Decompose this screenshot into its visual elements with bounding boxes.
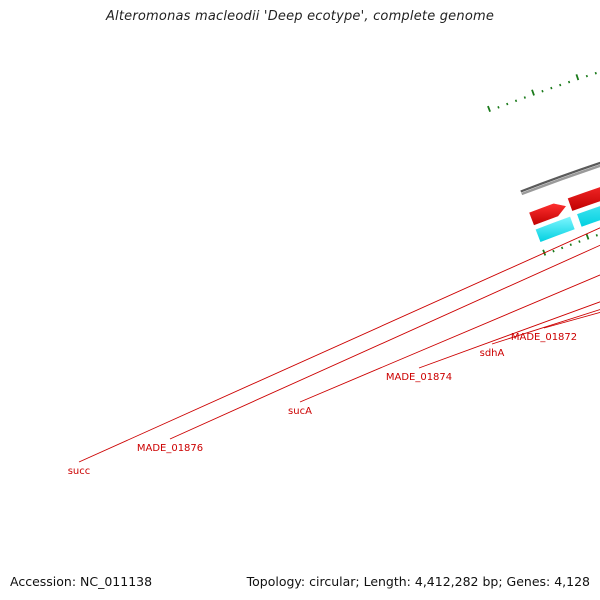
backbone-arc-inner — [521, 164, 600, 196]
genome-backbone — [520, 161, 600, 196]
minor-tick — [523, 96, 526, 99]
reverse-feature-block — [576, 205, 600, 228]
feature-tracks — [528, 186, 600, 243]
gene-label: sdhA — [480, 348, 505, 359]
minor-tick — [595, 234, 598, 237]
minor-tick — [561, 246, 564, 250]
gene-label-group: succ MADE_01876 sucA MADE_01874 sdhA MADE_018… — [68, 227, 600, 477]
outer-tick-ring — [487, 71, 597, 113]
major-tick — [487, 105, 491, 113]
accession-text: Accession: NC_011138 — [10, 574, 153, 589]
minor-tick — [552, 249, 555, 253]
minor-tick — [578, 240, 581, 243]
major-tick — [575, 74, 580, 81]
minor-tick — [541, 89, 544, 93]
major-tick — [585, 233, 590, 240]
minor-tick — [585, 74, 588, 78]
gene-leader-line — [169, 244, 600, 440]
map-title: Alteromonas macleodii 'Deep ecotype', co… — [105, 9, 495, 24]
minor-tick — [567, 80, 571, 84]
minor-tick — [506, 102, 509, 106]
major-tick — [531, 89, 535, 96]
gene-leader-line — [418, 301, 600, 369]
gene-label: succ — [68, 466, 91, 477]
genome-summary-text: Topology: circular; Length: 4,412,282 bp… — [246, 574, 590, 589]
gene-label: MADE_01874 — [386, 372, 452, 383]
reverse-feature-block — [534, 215, 576, 243]
gene-label: sucA — [288, 406, 312, 417]
minor-tick — [497, 106, 500, 109]
gene-leader-line — [78, 227, 600, 463]
gene-leader-line — [299, 274, 600, 403]
minor-tick — [550, 86, 553, 90]
forward-cds-arrow — [566, 186, 600, 212]
minor-tick — [594, 71, 597, 75]
minor-tick — [569, 243, 572, 247]
gene-label: MADE_01876 — [137, 443, 203, 454]
backbone-arc-outer — [520, 161, 600, 193]
forward-cds-arrow — [528, 202, 568, 226]
minor-tick — [514, 99, 518, 103]
gene-label: MADE_01872 — [511, 332, 577, 343]
minor-tick — [559, 83, 562, 87]
